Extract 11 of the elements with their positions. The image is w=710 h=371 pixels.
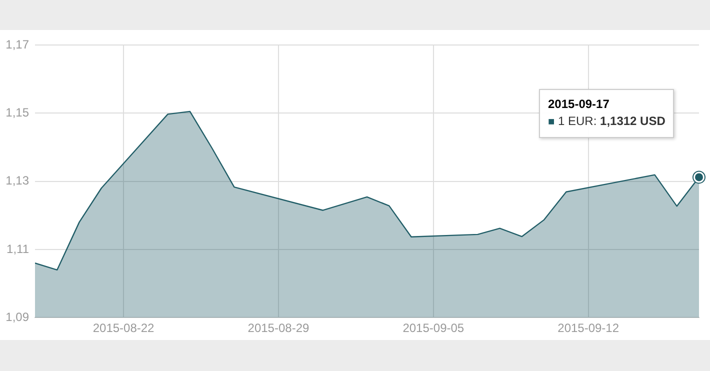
x-tick-label: 2015-08-22 bbox=[92, 321, 155, 336]
y-tick-label: 1,13 bbox=[6, 174, 30, 188]
x-tick-label: 2015-09-05 bbox=[402, 321, 464, 336]
x-tick-label: 2015-08-29 bbox=[248, 321, 310, 336]
annotation: 2015-09-17 bbox=[548, 96, 610, 114]
y-tick-label: 1,11 bbox=[6, 242, 30, 256]
x-tick-label: 2015-09-12 bbox=[558, 321, 620, 336]
y-tick-label: 1,15 bbox=[6, 105, 30, 120]
annotation: ■ 1 EUR: 1,1312 USD bbox=[548, 113, 666, 130]
y-tick-label: 1,09 bbox=[6, 310, 30, 324]
y-tick-label: 1,17 bbox=[6, 37, 30, 52]
